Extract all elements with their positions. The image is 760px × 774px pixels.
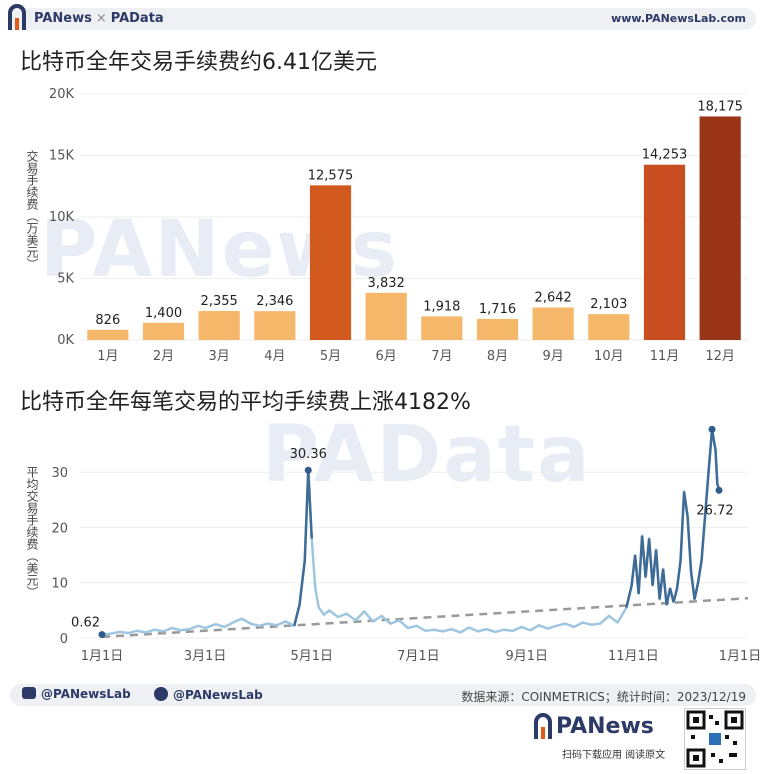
chart2-ylabel: 平均交易手续费（美元） xyxy=(25,466,39,598)
x-tick-label: 12月 xyxy=(705,349,735,364)
watermark-padata: PAData xyxy=(262,410,592,500)
bar xyxy=(309,185,352,340)
annotation-point xyxy=(708,425,716,433)
x-tick-label: 4月 xyxy=(264,349,285,364)
bar-value-label: 2,642 xyxy=(535,291,572,306)
bar-value-label: 2,346 xyxy=(256,294,293,309)
bar xyxy=(254,311,296,340)
x-tick-label: 2月 xyxy=(153,349,174,364)
bar xyxy=(532,307,574,340)
x-tick-label: 6月 xyxy=(376,349,397,364)
y-tick-label: 5K xyxy=(57,272,74,287)
bar-value-label: 14,253 xyxy=(642,148,688,163)
bar xyxy=(476,318,519,340)
series-peak-line xyxy=(293,470,314,627)
bar-value-label: 826 xyxy=(95,313,120,328)
line-chart: 0 10 20 30 1月1日 3月1日 5月1日 7月1日 9月1日 11月1日 1月1日 0.62… xyxy=(51,420,760,664)
bar xyxy=(421,316,463,340)
brand-right: PAData xyxy=(110,11,164,26)
series-peak-line xyxy=(625,429,721,608)
x-tick-label: 8月 xyxy=(487,349,508,364)
x-tick-label: 1月1日 xyxy=(81,649,124,664)
annotation-label: 26.72 xyxy=(696,503,733,518)
chart1-ylabel: 交易手续费（万美元） xyxy=(25,150,39,270)
x-tick-label: 1月 xyxy=(97,349,118,364)
annotation-label: 30.36 xyxy=(290,447,327,462)
facebook-label: @PANewsLab xyxy=(173,688,263,702)
site-url[interactable]: www.PANewsLab.com xyxy=(611,12,746,25)
x-tick-label: 7月1日 xyxy=(397,649,440,664)
x-tick-label: 9月1日 xyxy=(505,649,548,664)
y-tick-label: 15K xyxy=(49,149,75,164)
y-tick-label: 0K xyxy=(57,333,74,348)
bar xyxy=(588,314,630,340)
facebook-handle[interactable]: @PANewsLab xyxy=(154,687,263,702)
x-tick-label: 7月 xyxy=(431,349,452,364)
bar-value-label: 2,355 xyxy=(201,294,238,309)
bar xyxy=(87,329,129,340)
chart1-title: 比特币全年交易手续费约6.41亿美元 xyxy=(20,50,377,75)
bar-value-label: 2,103 xyxy=(590,297,627,312)
bar xyxy=(198,311,240,340)
x-tick-label: 3月1日 xyxy=(184,649,227,664)
footer-bar: @PANewsLab @PANewsLab 数据来源：COINMETRICS；统… xyxy=(10,684,756,706)
x-tick-label: 5月 xyxy=(320,349,341,364)
y-tick-label: 20 xyxy=(51,521,68,536)
bar-value-label: 18,175 xyxy=(697,99,743,114)
footer-logo-text: PANews xyxy=(556,714,654,739)
x-tick-label: 5月1日 xyxy=(290,649,333,664)
bar xyxy=(365,292,407,340)
twitter-handle[interactable]: @PANewsLab xyxy=(22,687,131,701)
bar xyxy=(699,116,741,340)
bar-value-label: 3,832 xyxy=(368,276,405,291)
y-tick-label: 10K xyxy=(49,210,75,225)
twitter-label: @PANewsLab xyxy=(41,687,131,701)
annotation-label: 37.75 xyxy=(685,420,722,423)
x-tick-label: 11月 xyxy=(650,349,680,364)
chart2-title: 比特币全年每笔交易的平均手续费上涨4182% xyxy=(20,390,471,415)
header-bar: PANews × PAData www.PANewsLab.com xyxy=(8,4,756,30)
qr-code-icon[interactable] xyxy=(684,708,746,770)
twitter-icon xyxy=(22,687,36,699)
y-tick-label: 30 xyxy=(51,466,68,481)
brand: PANews × PAData xyxy=(34,11,164,26)
annotation-point xyxy=(715,486,723,494)
bar xyxy=(142,322,185,340)
y-tick-label: 20K xyxy=(49,87,75,102)
x-tick-label: 1月1日 xyxy=(719,649,760,664)
x-tick-label: 11月1日 xyxy=(608,649,659,664)
data-source: 数据来源：COINMETRICS；统计时间：2023/12/19 xyxy=(461,690,746,704)
annotation-label: 0.62 xyxy=(71,616,100,631)
panews-logo-icon xyxy=(8,4,26,30)
trend-line xyxy=(101,596,749,639)
bar xyxy=(643,164,686,340)
annotation-point xyxy=(98,631,106,639)
bar-value-label: 12,575 xyxy=(308,168,354,183)
brand-separator: × xyxy=(95,11,107,26)
bar-value-label: 1,918 xyxy=(423,299,460,314)
facebook-icon xyxy=(154,687,168,701)
bar-chart: 0K 5K 10K 15K 20K 826 1月 1,400 2月 2,355 3月 2,346 4月 1… xyxy=(49,87,748,364)
x-tick-label: 10月 xyxy=(594,349,624,364)
x-tick-label: 9月 xyxy=(543,349,564,364)
footer-logo-sub: 扫码下载应用 阅读原文 xyxy=(562,750,666,761)
y-tick-label: 10 xyxy=(51,577,68,592)
y-tick-label: 0 xyxy=(60,632,68,647)
brand-left: PANews xyxy=(34,11,92,26)
bar-value-label: 1,716 xyxy=(479,302,516,317)
bar-value-label: 1,400 xyxy=(145,306,182,321)
x-tick-label: 3月 xyxy=(209,349,230,364)
panews-footer-logo-icon xyxy=(534,713,552,739)
annotation-point xyxy=(304,466,312,474)
